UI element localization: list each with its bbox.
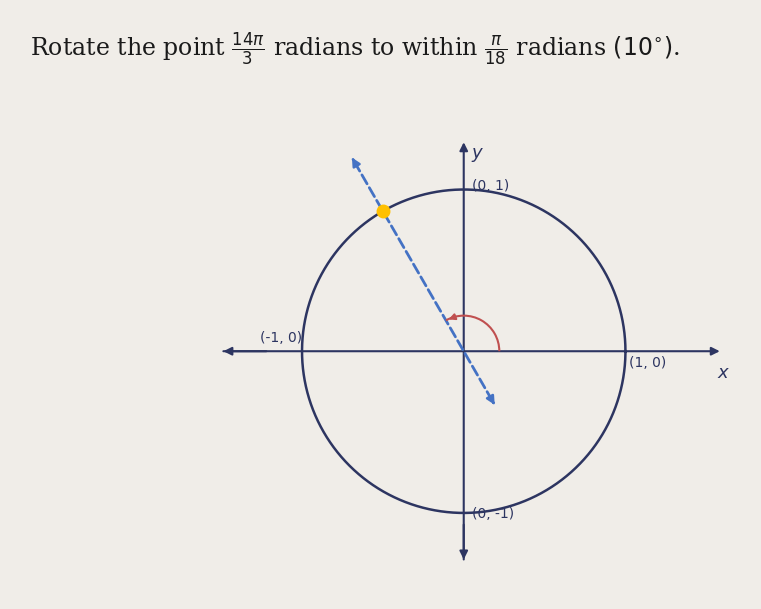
Text: x: x bbox=[718, 364, 728, 382]
Text: Rotate the point $\frac{14\pi}{3}$ radians to within $\frac{\pi}{18}$ radians $(: Rotate the point $\frac{14\pi}{3}$ radia… bbox=[30, 30, 680, 68]
Text: (0, 1): (0, 1) bbox=[472, 178, 509, 192]
Text: (0, -1): (0, -1) bbox=[472, 507, 514, 521]
Text: (-1, 0): (-1, 0) bbox=[260, 331, 302, 345]
Text: (1, 0): (1, 0) bbox=[629, 356, 666, 370]
Text: y: y bbox=[472, 144, 482, 162]
